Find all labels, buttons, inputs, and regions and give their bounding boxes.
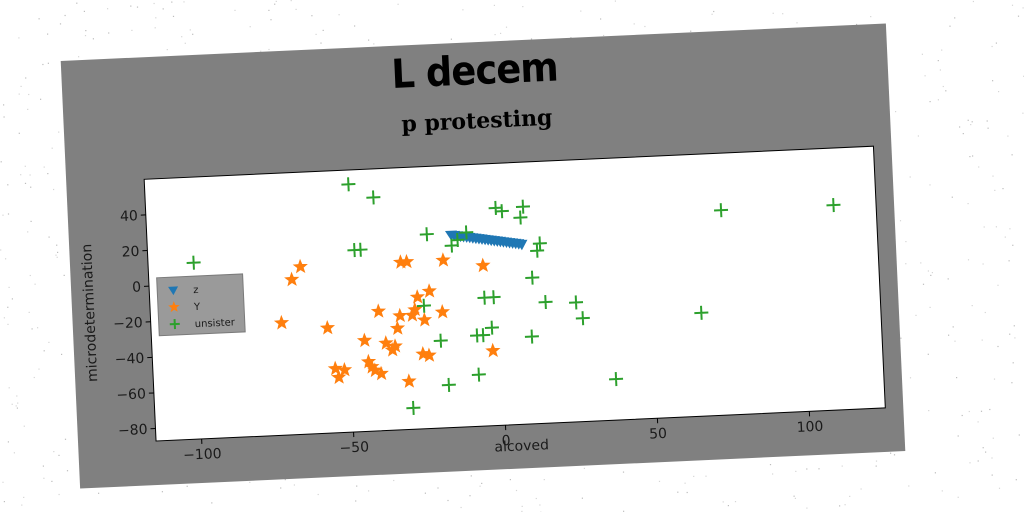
point-Y <box>373 365 389 381</box>
point-unsister <box>186 255 201 270</box>
scatter-chart: −100 −50 0 50 100 −80 −60 −40 −20 0 20 40 alcoved m… <box>79 145 886 464</box>
point-unsister <box>486 290 501 305</box>
point-unsister <box>714 203 729 218</box>
legend-marker-unsister <box>169 319 180 330</box>
point-unsister <box>532 236 547 251</box>
point-Y <box>356 332 373 348</box>
y-tick-label: 20 <box>121 244 140 261</box>
point-unsister <box>450 232 465 248</box>
point-Y <box>336 362 353 377</box>
point-Y <box>292 258 308 274</box>
point-Y <box>416 312 433 327</box>
point-unsister <box>513 210 528 225</box>
point-Y <box>273 314 290 330</box>
point-Y <box>399 253 415 269</box>
x-tick-label: 100 <box>796 419 823 436</box>
point-unsister <box>530 243 545 258</box>
y-tick-label: −60 <box>116 386 146 403</box>
point-unsister <box>538 294 553 310</box>
point-Y <box>434 304 450 319</box>
point-unsister <box>471 367 486 382</box>
y-tick-label: −40 <box>114 351 144 368</box>
legend-marker-z <box>168 286 179 296</box>
point-Y <box>421 283 437 298</box>
point-Y <box>284 271 300 287</box>
point-Y <box>435 252 451 267</box>
x-tick-label: 0 <box>501 433 511 449</box>
point-unsister <box>433 333 448 348</box>
y-tick-label: 40 <box>120 208 139 225</box>
point-unsister <box>609 372 624 387</box>
point-Y <box>378 335 394 350</box>
point-unsister <box>353 242 368 257</box>
point-unsister <box>525 270 540 285</box>
legend-box <box>156 273 246 337</box>
point-unsister <box>416 298 431 313</box>
point-unsister <box>575 311 590 326</box>
point-unsister <box>826 198 841 213</box>
point-unsister <box>476 328 491 343</box>
series-unsister <box>186 177 841 415</box>
axis-ticks: −100 −50 0 50 100 −80 −60 −40 −20 0 20 40 <box>113 208 824 464</box>
point-unsister <box>515 199 531 214</box>
legend-label-unsister: unsister <box>195 317 236 330</box>
point-Y <box>392 307 408 323</box>
series-z <box>444 230 528 251</box>
point-Y <box>387 338 403 353</box>
point-unsister <box>488 200 503 215</box>
point-unsister <box>406 400 421 415</box>
legend-label-z: z <box>193 285 199 296</box>
point-Y <box>485 342 501 358</box>
point-Y <box>421 347 437 363</box>
point-Y <box>331 369 347 385</box>
point-Y <box>389 320 406 336</box>
point-unsister <box>459 225 474 240</box>
legend-label-Y: Y <box>193 302 201 313</box>
x-tick-label: 50 <box>649 426 668 443</box>
point-unsister <box>484 320 499 335</box>
point-unsister <box>366 190 381 205</box>
point-Y <box>401 373 417 389</box>
y-tick-label: 0 <box>132 279 142 295</box>
point-unsister <box>568 295 584 310</box>
point-Y <box>319 319 336 335</box>
point-unsister <box>524 329 539 344</box>
point-z <box>515 239 528 251</box>
point-Y <box>475 257 491 273</box>
point-unsister <box>494 204 509 219</box>
point-Y <box>370 303 387 319</box>
x-axis-label: alcoved <box>494 437 549 455</box>
figure-panel: L decem p protesting −100 −50 0 50 100 −80 −60… <box>60 23 906 489</box>
point-unsister <box>341 177 356 192</box>
plot-area <box>143 145 886 442</box>
point-Y <box>409 289 425 304</box>
point-unsister <box>419 227 434 242</box>
legend-marker-Y <box>168 301 180 313</box>
y-tick-label: −20 <box>113 315 143 332</box>
point-unsister <box>441 377 456 392</box>
point-Y <box>407 301 423 317</box>
x-tick-label: −100 <box>183 446 222 464</box>
series-Y <box>273 252 501 389</box>
data-marks <box>186 177 841 415</box>
point-unsister <box>694 305 709 320</box>
x-tick-label: −50 <box>339 439 369 456</box>
y-tick-label: −80 <box>118 422 148 439</box>
y-axis-label: microdetermination <box>79 244 101 383</box>
